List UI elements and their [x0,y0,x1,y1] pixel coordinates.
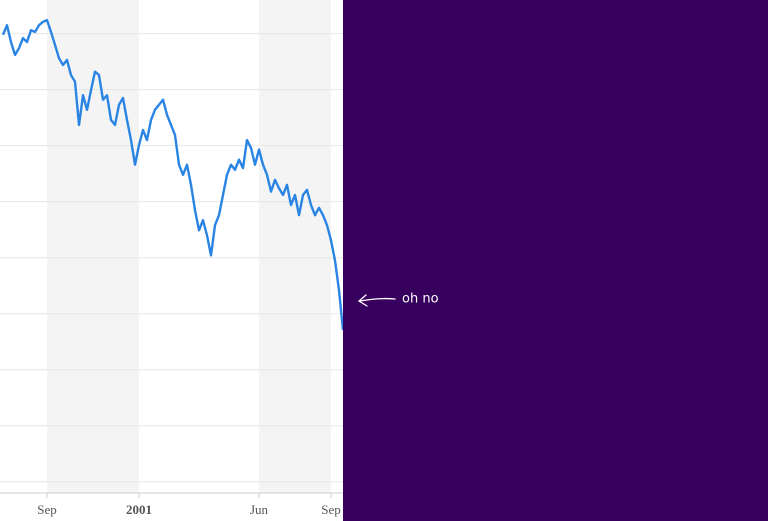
annotation: oh no [402,292,439,307]
x-tick-label: Jun [250,502,269,517]
x-tick-label: Sep [37,502,57,517]
band [47,0,139,493]
x-tick-label: Sep [321,502,341,517]
x-tick-label: 2001 [126,502,152,517]
panel [343,0,768,521]
bands [47,0,331,493]
line [1,18,345,331]
arrow [357,294,396,307]
band [259,0,331,493]
